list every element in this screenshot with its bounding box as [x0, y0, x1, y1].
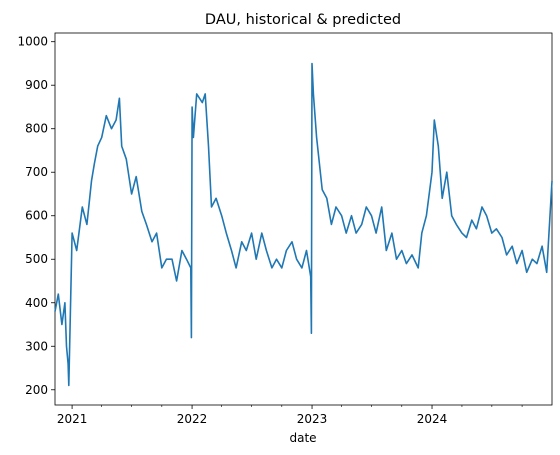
chart-title: DAU, historical & predicted — [205, 12, 401, 28]
y-tick-label: 600 — [25, 209, 48, 223]
y-tick-label: 200 — [25, 383, 48, 397]
plot-frame — [54, 32, 553, 406]
plot-area — [54, 32, 553, 406]
x-axis-label: date — [289, 431, 316, 445]
series-line-layer — [54, 62, 553, 387]
y-axis: 200 300 400 500 600 700 800 900 1000 — [17, 35, 55, 397]
y-tick-label: 400 — [25, 296, 48, 310]
y-tick-label: 900 — [25, 78, 48, 92]
x-axis: 2021 2022 2023 2024 — [57, 405, 523, 426]
series-line-0 — [54, 62, 553, 387]
x-tick-label: 2022 — [177, 412, 208, 426]
x-tick-label: 2021 — [57, 412, 88, 426]
y-tick-label: 1000 — [17, 35, 48, 49]
x-tick-label: 2024 — [417, 412, 448, 426]
y-tick-label: 700 — [25, 165, 48, 179]
x-tick-label: 2023 — [297, 412, 328, 426]
y-tick-label: 300 — [25, 339, 48, 353]
y-tick-label: 800 — [25, 122, 48, 136]
y-tick-label: 500 — [25, 252, 48, 266]
